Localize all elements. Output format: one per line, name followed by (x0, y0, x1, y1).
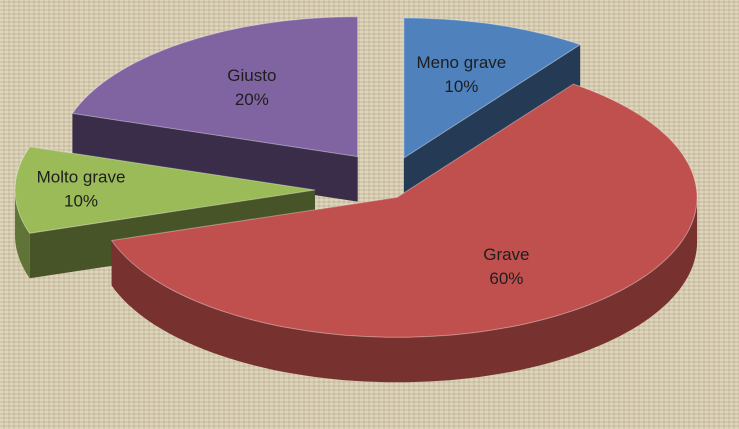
slice-value-label: 10% (444, 77, 478, 96)
slice-wall (72, 113, 358, 202)
slice-side (15, 190, 30, 279)
slice-value-label: 20% (235, 90, 269, 109)
slice-value-label: 60% (489, 269, 523, 288)
slice-wall (403, 44, 581, 203)
slice (71, 16, 359, 158)
slice (403, 17, 582, 159)
slice-label: Giusto (227, 66, 276, 85)
slice-side (111, 197, 698, 383)
slice-label: Meno grave (416, 53, 506, 72)
slice (110, 83, 698, 338)
slice (14, 146, 316, 234)
slice-label: Molto grave (37, 167, 126, 186)
slice-label: Grave (483, 245, 529, 264)
slice-value-label: 10% (64, 191, 98, 210)
